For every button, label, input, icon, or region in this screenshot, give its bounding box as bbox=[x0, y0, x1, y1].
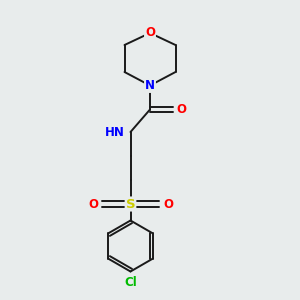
Text: O: O bbox=[176, 103, 187, 116]
Text: Cl: Cl bbox=[124, 276, 137, 290]
Text: S: S bbox=[126, 197, 135, 211]
Text: N: N bbox=[145, 79, 155, 92]
Text: O: O bbox=[145, 26, 155, 40]
Text: O: O bbox=[88, 197, 98, 211]
Text: O: O bbox=[163, 197, 173, 211]
Text: HN: HN bbox=[105, 125, 125, 139]
